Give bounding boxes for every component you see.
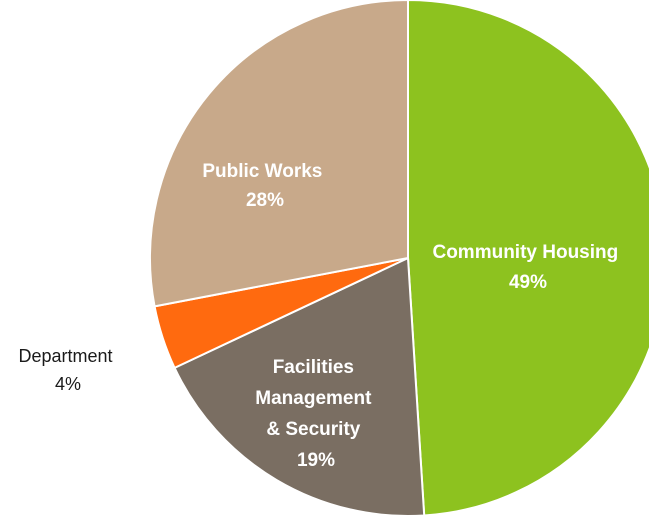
- slice-label-community-housing: Community Housing 49%: [432, 242, 623, 293]
- public-works-name: Public Works: [202, 161, 322, 182]
- community-housing-name: Community Housing: [432, 242, 618, 263]
- slice-label-department: Department 4%: [18, 346, 117, 394]
- facilities-name-line1: Facilities: [273, 357, 354, 378]
- facilities-name-line2: Management: [255, 388, 372, 409]
- slice-label-facilities: Facilities Management & Security 19%: [255, 357, 376, 471]
- facilities-value: 19%: [297, 450, 335, 471]
- pie-slice-community-housing: [407, 0, 649, 516]
- department-name: Department: [18, 346, 112, 366]
- public-works-value: 28%: [246, 190, 284, 211]
- pie-slice-public-works: [149, 0, 409, 308]
- department-value: 4%: [55, 374, 81, 394]
- pie-slice-facilities-management-security: [173, 256, 426, 516]
- pie-slices: [149, 0, 649, 516]
- community-housing-value: 49%: [509, 272, 547, 293]
- facilities-name-line3: & Security: [266, 419, 360, 440]
- slice-label-public-works: Public Works 28%: [202, 161, 327, 211]
